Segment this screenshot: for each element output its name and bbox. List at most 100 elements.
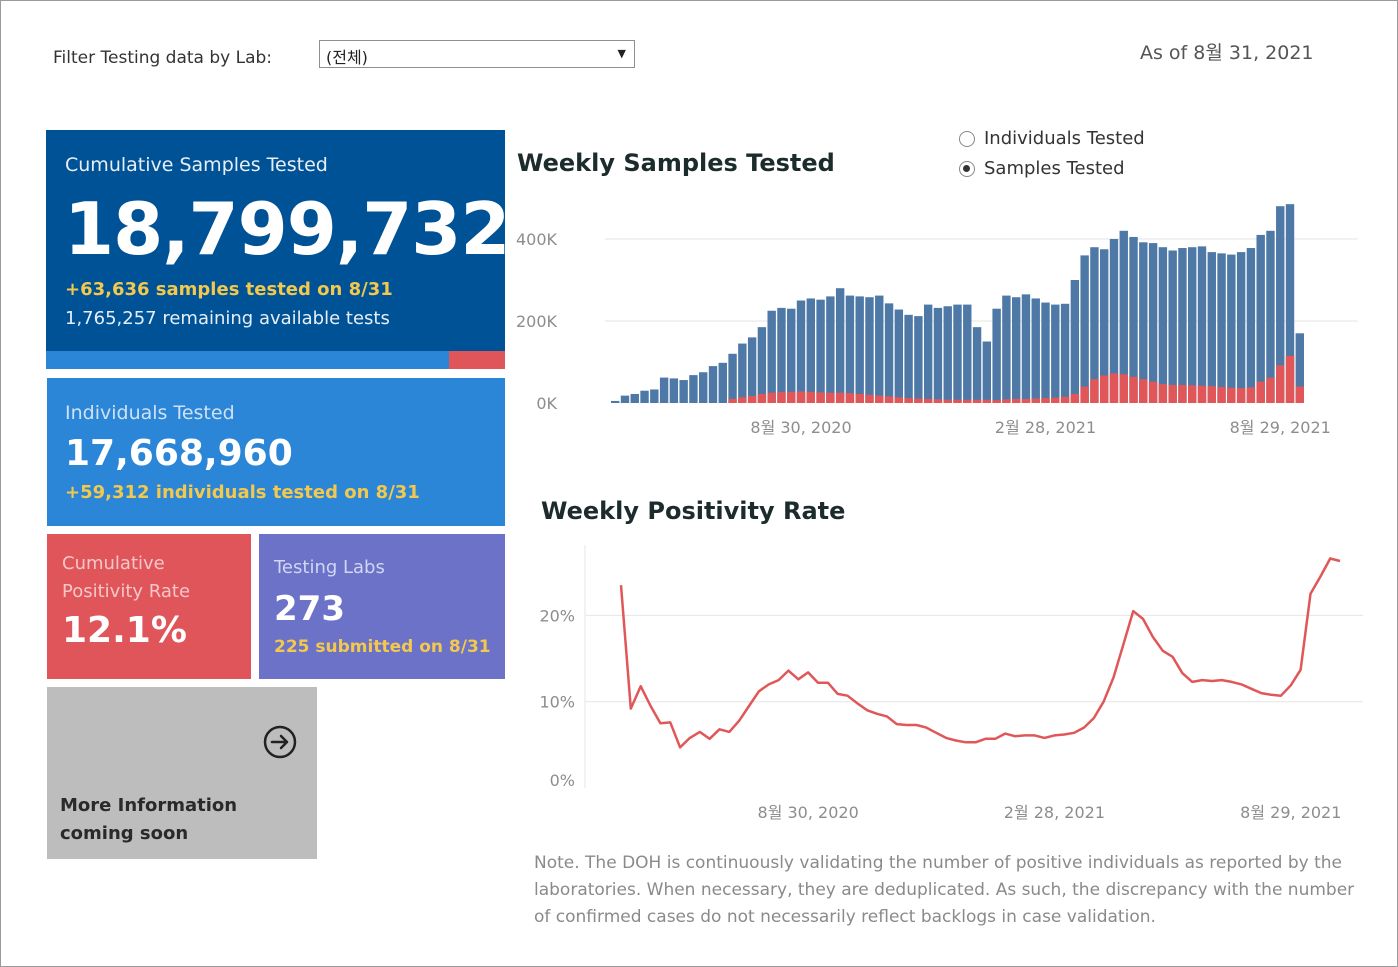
bar-positive [1139,379,1148,403]
bar-samples [1129,236,1138,403]
toggle-samples-tested[interactable]: Samples Tested [959,158,1125,179]
weekly-positivity-chart: 0% 10% 20% 8월 30, 2020 2월 28, 2021 8월 29, 202… [539,545,1363,822]
toggle-individuals-label: Individuals Tested [984,128,1145,149]
bar-samples [1119,230,1128,403]
bar-samples [1246,248,1256,403]
bar-positive [796,391,806,403]
bar-samples [757,327,767,403]
bar-samples [1060,303,1070,403]
cumulative-samples-label: Cumulative Samples Tested [65,154,328,176]
bar-positive [845,393,855,403]
bar-positive [894,397,904,403]
bar-samples [640,390,649,403]
x-tick-label: 8월 29, 2021 [1230,418,1331,437]
bar-samples [1041,302,1050,403]
bar-positive [767,392,776,403]
bar-samples [767,310,776,403]
bar-samples [972,327,982,403]
bar-positive [963,399,972,403]
bar-samples [1139,242,1148,403]
bar-positive [1021,398,1031,403]
bar-positive [1295,386,1304,403]
samples-added-today: +63,636 samples tested on 8/31 [65,279,393,300]
y-tick-label: 0% [550,771,575,790]
bar-samples [1256,234,1265,403]
bar-samples [1011,297,1021,403]
individuals-tested-tile: Individuals Tested 17,668,960 +59,312 in… [47,378,505,526]
arrow-right-circle-icon[interactable] [263,725,297,759]
bar-positive [1051,397,1060,403]
bar-positive [1285,355,1295,403]
bar-positive [1256,381,1265,403]
bar-positive [1168,384,1177,403]
weekly-samples-chart: 0K 200K 400K 8월 30, 2020 2월 28, 2021 8월 29, 2… [516,204,1358,437]
y-tick-label: 10% [539,693,575,712]
bar-positive [914,398,923,403]
bar-positive [777,391,786,403]
bar-positive [1011,398,1021,403]
bar-positive [1100,375,1109,403]
more-information-tile[interactable]: More Information coming soon [47,687,317,859]
bar-positive [1041,398,1050,403]
bar-positive [1090,379,1099,403]
bar-samples [963,304,972,403]
bar-samples [1090,247,1099,403]
filter-label: Filter Testing data by Lab: [53,48,273,68]
bar-positive [747,396,757,403]
bar-samples [708,366,718,403]
bar-samples [1031,298,1040,403]
bar-positive [806,391,815,403]
bar-positive [972,399,982,403]
radio-individuals-icon[interactable] [959,130,975,147]
bar-positive [953,399,962,403]
x-tick-label: 8월 30, 2020 [758,803,859,822]
toggle-individuals-tested[interactable]: Individuals Tested [959,128,1145,149]
bar-samples [630,393,639,403]
bar-positive [1119,374,1128,403]
bar-positive [1227,387,1236,403]
individuals-tested-value: 17,668,960 [65,433,293,474]
testing-labs-label: Testing Labs [274,557,385,578]
bar-samples [816,299,825,403]
y-tick-label: 20% [539,606,575,625]
bar-samples [611,400,620,403]
bar-samples [845,295,855,403]
bar-samples [894,309,904,403]
bar-samples [875,295,884,403]
bar-positive [1236,388,1246,403]
radio-samples-icon[interactable] [959,160,975,177]
x-tick-label: 8월 29, 2021 [1240,803,1341,822]
bar-samples [1070,280,1080,403]
as-of-date: As of 8월 31, 2021 [1140,42,1314,64]
bar-samples [679,380,688,403]
bar-positive [1031,398,1040,403]
bar-positive [1129,376,1138,403]
bar-samples [1295,333,1304,403]
testing-labs-tile: Testing Labs 273 225 submitted on 8/31 [259,534,505,679]
bar-positive [1217,387,1226,403]
bar-samples [1021,294,1031,403]
lab-filter-dropdown[interactable]: (전체) ▼ [319,40,635,68]
bar-samples [923,304,933,403]
bar-positive [1070,393,1080,403]
bar-samples [777,307,786,403]
bar-samples [796,300,806,403]
bar-samples [914,316,923,403]
bar-samples [1266,230,1275,403]
labs-submitted-today: 225 submitted on 8/31 [274,637,491,657]
weekly-samples-title: Weekly Samples Tested [517,149,835,177]
bar-positive [1178,384,1187,403]
toggle-samples-label: Samples Tested [984,158,1125,179]
bar-samples [787,308,796,403]
bar-samples [855,296,864,403]
bar-positive [865,394,874,403]
bar-samples [1207,252,1216,403]
bar-samples [953,304,962,403]
bar-samples [1227,254,1236,403]
bar-positive [787,391,796,403]
validation-note: Note. The DOH is continuously validating… [534,853,1355,927]
bar-positive [728,398,737,403]
bar-positive [904,398,913,403]
testing-labs-value: 273 [274,589,345,629]
bar-positive [757,393,767,403]
